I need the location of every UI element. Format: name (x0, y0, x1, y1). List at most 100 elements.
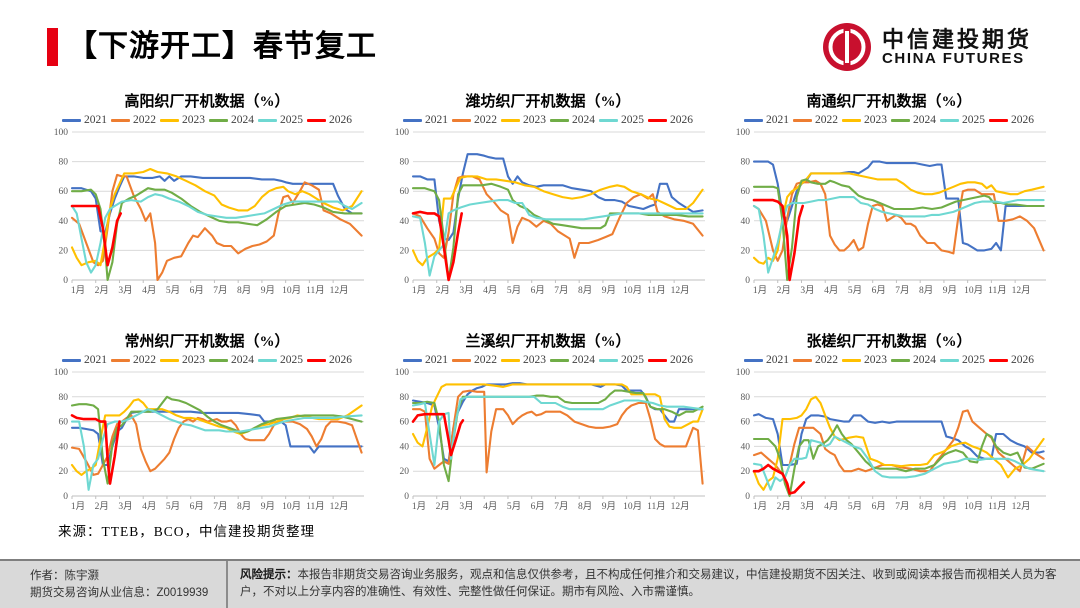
x-tick-label: 6月 (531, 285, 545, 296)
legend-swatch-2025 (258, 118, 277, 122)
legend-swatch-2022 (452, 358, 471, 362)
x-tick-label: 12月 (1012, 285, 1031, 296)
x-tick-label: 10月 (282, 501, 301, 512)
y-tick-label: 20 (59, 246, 69, 256)
chart-legend: 2021 2022 2023 2024 2025 2026 (383, 113, 713, 127)
series-line-2022 (411, 389, 704, 485)
legend-swatch-2024 (891, 118, 910, 122)
legend-item-2023: 2023 (842, 354, 887, 366)
x-tick-label: 3月 (459, 285, 473, 296)
legend-swatch-2025 (599, 118, 618, 122)
legend-swatch-2023 (501, 358, 520, 362)
legend-swatch-2021 (403, 358, 422, 362)
legend-item-2023: 2023 (160, 114, 205, 126)
series-line-2021 (70, 410, 363, 467)
legend-item-2025: 2025 (599, 114, 644, 126)
legend-item-2023: 2023 (842, 114, 887, 126)
legend-item-2021: 2021 (744, 114, 789, 126)
legend-item-2021: 2021 (403, 354, 448, 366)
legend-item-2024: 2024 (209, 114, 254, 126)
legend-swatch-2022 (793, 118, 812, 122)
legend-item-2021: 2021 (62, 114, 107, 126)
chart-title: 潍坊织厂开机数据（%） (465, 94, 631, 110)
legend-label: 2021 (766, 114, 789, 126)
x-tick-label: 12月 (671, 285, 690, 296)
series-line-2026 (411, 210, 463, 282)
x-tick-label: 11月 (988, 285, 1007, 296)
legend-label: 2022 (815, 114, 838, 126)
x-tick-label: 8月 (919, 501, 933, 512)
x-tick-label: 1月 (71, 501, 85, 512)
series-line-2024 (70, 187, 363, 282)
y-tick-label: 100 (395, 368, 410, 378)
x-tick-label: 8月 (578, 285, 592, 296)
chart-canvas: 0 20 40 60 80 100 1月 2月 3月 4月 5月 6月 7月 8月 9月 10月 11月 12月 (736, 128, 1046, 296)
chart-canvas: 0 20 40 60 80 100 1月 2月 3月 4月 5月 6月 7月 8月 9月 10月 11月 12月 (395, 368, 705, 512)
chart-nantong: 南通织厂开机数据（%） 2021 2022 2023 2024 2025 2026 0 20… (724, 90, 1054, 304)
chart-zhangcha: 张槎织厂开机数据（%） 2021 2022 2023 2024 2025 2026 0 20… (724, 330, 1054, 520)
legend-swatch-2023 (160, 118, 179, 122)
title-accent-bar (47, 28, 58, 66)
y-tick-label: 60 (59, 187, 69, 197)
y-tick-label: 80 (59, 158, 69, 168)
y-tick-label: 0 (745, 492, 750, 502)
x-tick-label: 8月 (237, 501, 251, 512)
legend-swatch-2021 (403, 118, 422, 122)
x-tick-label: 5月 (166, 501, 180, 512)
page-footer: 作者：陈宇灏 期货交易咨询从业信息：Z0019939 风险提示：本报告非期货交易… (0, 559, 1080, 608)
series-line-2026 (411, 412, 465, 457)
y-tick-label: 40 (59, 217, 69, 227)
legend-item-2026: 2026 (989, 114, 1034, 126)
legend-label: 2026 (1011, 354, 1034, 366)
chart-gaoyang: 高阳织厂开机数据（%） 2021 2022 2023 2024 2025 2026 0 20… (42, 90, 372, 304)
legend-label: 2023 (523, 114, 546, 126)
chart-title: 兰溪织厂开机数据（%） (465, 334, 631, 350)
legend-swatch-2025 (940, 118, 959, 122)
x-tick-label: 9月 (943, 501, 957, 512)
x-tick-label: 4月 (824, 501, 838, 512)
company-logo: 中信建投期货 CHINA FUTURES (822, 22, 1032, 72)
chart-title: 南通织厂开机数据（%） (806, 94, 972, 110)
legend-swatch-2021 (62, 358, 81, 362)
series-line-2023 (70, 167, 363, 267)
legend-item-2024: 2024 (550, 114, 595, 126)
y-tick-label: 0 (63, 276, 68, 286)
footer-license: 期货交易咨询从业信息：Z0019939 (30, 586, 209, 599)
x-tick-label: 12月 (330, 501, 349, 512)
y-tick-label: 100 (54, 368, 69, 378)
legend-item-2022: 2022 (452, 114, 497, 126)
legend-swatch-2026 (989, 118, 1008, 122)
legend-swatch-2026 (648, 118, 667, 122)
series-line-2025 (752, 435, 1045, 491)
footer-risk-block: 风险提示：本报告非期货交易咨询业务服务，观点和信息仅供参考，且不构成任何推介和交… (228, 561, 1080, 608)
series-line-2025 (70, 193, 363, 274)
legend-item-2025: 2025 (258, 354, 303, 366)
series-line-2025 (752, 196, 1045, 274)
x-tick-label: 2月 (777, 285, 791, 296)
legend-swatch-2021 (744, 118, 763, 122)
chart-plot: 0 20 40 60 80 100 1月 2月 3月 4月 5月 6月 7月 8月 9月 10月 11月 12月 (724, 367, 1054, 520)
legend-swatch-2025 (599, 358, 618, 362)
series-line-2024 (752, 424, 1045, 498)
x-tick-label: 2月 (95, 285, 109, 296)
legend-label: 2022 (815, 354, 838, 366)
x-tick-label: 7月 (895, 285, 909, 296)
legend-label: 2023 (182, 114, 205, 126)
legend-label: 2025 (962, 354, 985, 366)
x-tick-label: 10月 (964, 285, 983, 296)
x-tick-label: 4月 (483, 501, 497, 512)
legend-item-2022: 2022 (793, 114, 838, 126)
chart-legend: 2021 2022 2023 2024 2025 2026 (383, 353, 713, 367)
x-tick-label: 1月 (412, 501, 426, 512)
legend-item-2025: 2025 (599, 354, 644, 366)
x-tick-label: 3月 (800, 285, 814, 296)
y-tick-label: 40 (741, 217, 751, 227)
series-line-2023 (411, 175, 704, 267)
x-tick-label: 5月 (848, 501, 862, 512)
x-tick-label: 4月 (142, 285, 156, 296)
logo-text: 中信建投期货 CHINA FUTURES (882, 27, 1032, 67)
legend-item-2024: 2024 (209, 354, 254, 366)
legend-item-2025: 2025 (940, 114, 985, 126)
legend-swatch-2023 (501, 118, 520, 122)
legend-label: 2023 (523, 354, 546, 366)
